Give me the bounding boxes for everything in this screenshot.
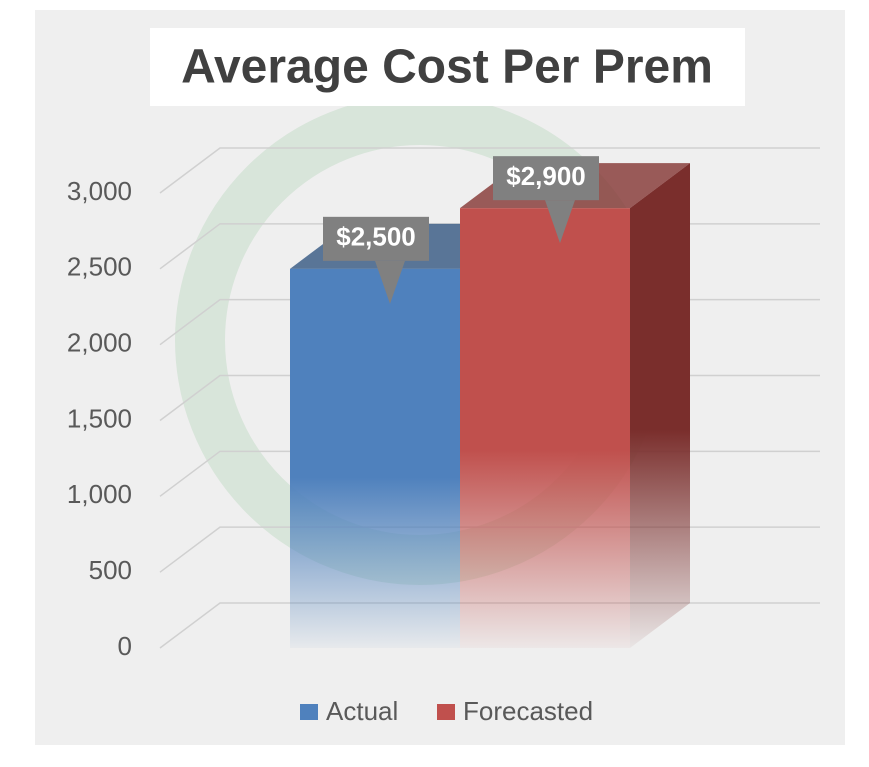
y-tick-label: 0 — [118, 631, 132, 661]
y-tick-label: 3,000 — [67, 176, 132, 206]
callout-pointer — [375, 260, 405, 304]
legend-label: Forecasted — [463, 696, 593, 726]
title-box — [150, 28, 745, 106]
callout-box — [493, 156, 599, 201]
legend-swatch — [300, 704, 318, 720]
callout-pointer — [545, 200, 575, 244]
legend-swatch — [437, 704, 455, 720]
legend-label: Actual — [326, 696, 398, 726]
plot: 0 500 1,000 1,500 2,000 2,500 3,000 $2,500 $2,90… — [67, 147, 820, 726]
callout-box — [323, 216, 429, 261]
bar — [290, 268, 460, 648]
bar — [460, 208, 630, 648]
y-tick-label: 500 — [89, 555, 132, 585]
grid-line — [159, 147, 820, 194]
y-tick-label: 2,500 — [67, 252, 132, 282]
data-label: $2,900 — [506, 161, 586, 191]
y-tick-label: 2,000 — [67, 328, 132, 358]
data-label: $2,500 — [336, 222, 416, 252]
chart-title: Average Cost Per Prem — [181, 41, 713, 94]
bar-side — [630, 163, 690, 648]
y-tick-label: 1,000 — [67, 479, 132, 509]
y-tick-label: 1,500 — [67, 403, 132, 433]
